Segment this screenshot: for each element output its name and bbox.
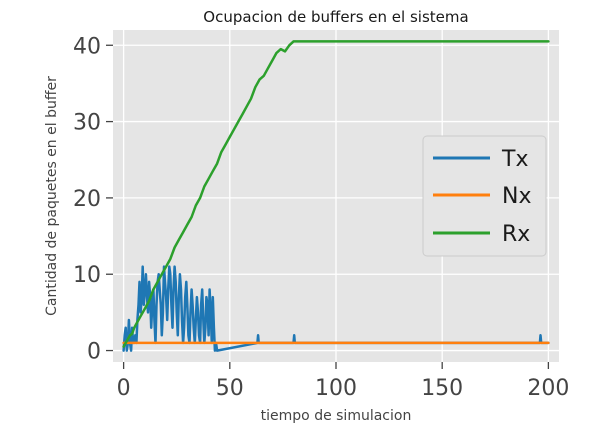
x-tick-label: 200 bbox=[527, 376, 569, 401]
y-axis-label: Cantidad de paquetes en el buffer bbox=[44, 76, 60, 316]
y-tick-label: 40 bbox=[73, 34, 101, 59]
grid-lines bbox=[113, 30, 559, 362]
series-line-tx bbox=[122, 265, 550, 352]
legend-label-nx: Nx bbox=[502, 184, 531, 209]
x-tick-label: 150 bbox=[421, 376, 463, 401]
series-line-rx bbox=[122, 40, 550, 348]
x-tick-label: 100 bbox=[315, 376, 357, 401]
y-tick-label: 0 bbox=[87, 340, 101, 365]
chart-title: Ocupacion de buffers en el sistema bbox=[203, 8, 468, 26]
axis-ticks: 0 50 100 150 200 0 10 20 30 40 bbox=[73, 34, 569, 401]
y-tick-label: 10 bbox=[73, 263, 101, 288]
series-lines bbox=[122, 40, 550, 352]
x-tick-label: 50 bbox=[216, 376, 244, 401]
y-tick-label: 20 bbox=[73, 187, 101, 212]
x-tick-label: 0 bbox=[117, 376, 131, 401]
legend: Tx Nx Rx bbox=[422, 135, 547, 257]
legend-label-rx: Rx bbox=[502, 222, 530, 247]
y-tick-label: 30 bbox=[73, 111, 101, 136]
x-axis-label: tiempo de simulacion bbox=[261, 408, 412, 424]
legend-label-tx: Tx bbox=[501, 147, 528, 172]
